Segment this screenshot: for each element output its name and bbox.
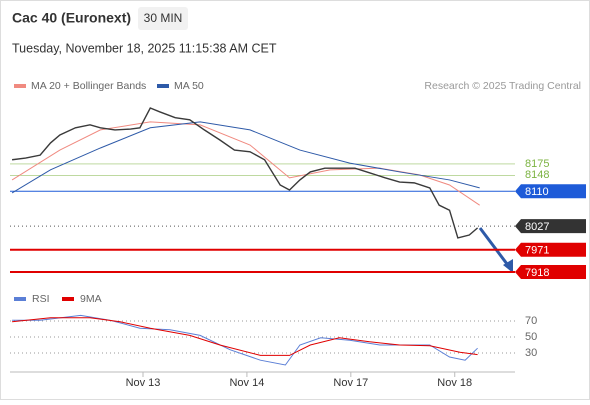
level-tag xyxy=(515,219,586,234)
x-tick-label: Nov 18 xyxy=(437,377,472,389)
level-label: 8027 xyxy=(525,221,549,233)
x-tick-label: Nov 14 xyxy=(229,377,264,389)
legend-swatch xyxy=(14,84,26,88)
subtitle: Tuesday, November 18, 2025 11:15:38 AM C… xyxy=(12,41,277,55)
y-tick-label: 70 xyxy=(525,315,537,327)
legend-label: MA 50 xyxy=(174,80,204,92)
legend-label: 9MA xyxy=(80,293,102,305)
x-tick-label: Nov 17 xyxy=(333,377,368,389)
arrow-head xyxy=(503,259,513,273)
y-tick-label: 50 xyxy=(525,331,537,343)
legend-swatch xyxy=(14,297,26,301)
interval-box xyxy=(138,7,188,30)
forecast-arrow xyxy=(478,227,512,269)
level-label: 8110 xyxy=(525,186,549,198)
ma-line xyxy=(11,121,480,194)
interval: 30 MIN xyxy=(144,11,183,25)
level-label: 7971 xyxy=(525,245,549,257)
legend-label: RSI xyxy=(32,293,50,305)
legend-swatch xyxy=(157,84,169,88)
ma-line xyxy=(11,121,480,206)
y-tick-label: 30 xyxy=(525,347,537,359)
level-tag xyxy=(515,265,586,280)
credit: Research © 2025 Trading Central xyxy=(424,80,581,92)
x-tick-label: Nov 13 xyxy=(126,377,161,389)
legend-swatch xyxy=(62,297,74,301)
level-label: 8148 xyxy=(525,169,549,181)
title: Cac 40 (Euronext) xyxy=(12,10,131,26)
price-line xyxy=(11,107,479,239)
level-tag xyxy=(515,184,586,199)
level-label: 8175 xyxy=(525,158,549,170)
rsi-line xyxy=(12,317,478,356)
level-label: 7918 xyxy=(525,267,549,279)
level-tag xyxy=(515,242,586,257)
legend-label: MA 20 + Bollinger Bands xyxy=(31,80,146,92)
